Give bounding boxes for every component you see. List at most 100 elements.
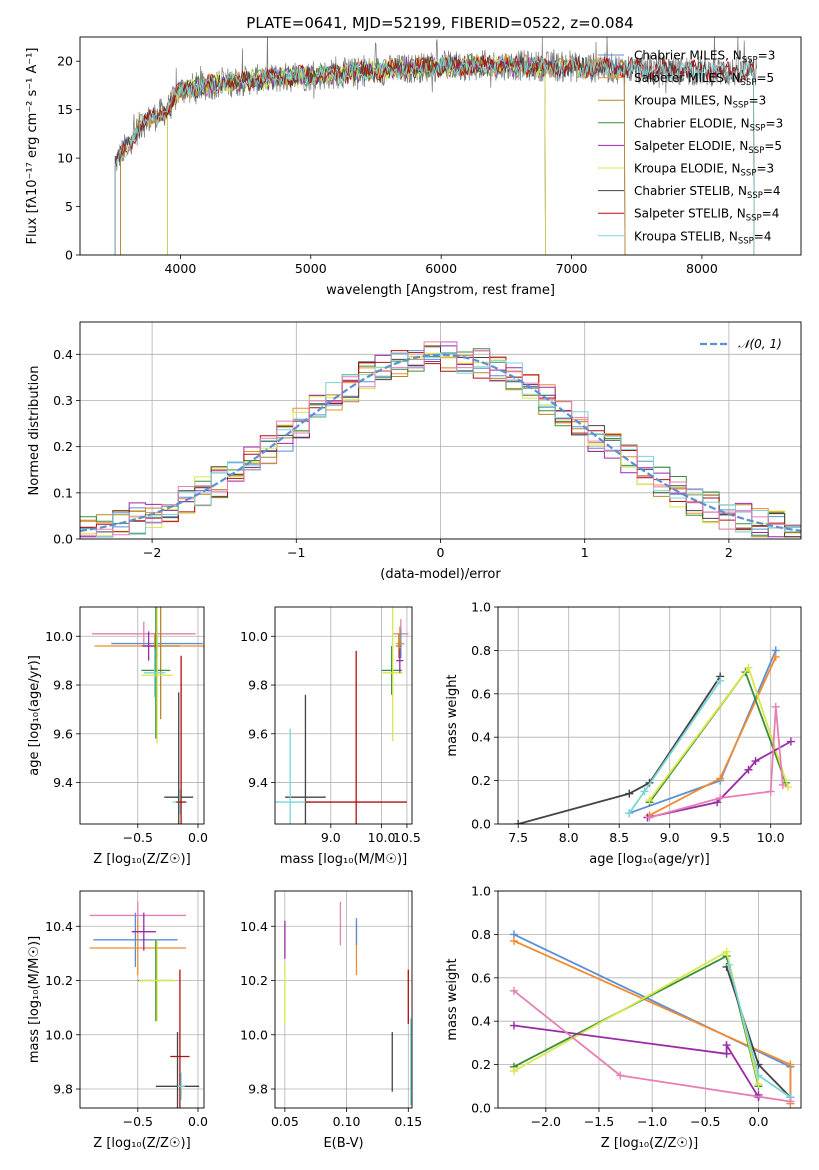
legend-suffix: =3 <box>758 49 776 63</box>
legend-suffix: =3 <box>756 162 774 176</box>
y-tick-label: 0.4 <box>53 347 73 362</box>
legend-subscript: SSP <box>748 146 764 156</box>
y-tick-label: 0.6 <box>471 686 491 701</box>
legend-suffix: =4 <box>763 184 781 198</box>
weight-marker <box>778 780 787 789</box>
weight-marker <box>509 936 518 945</box>
y-tick-label: 10 <box>57 151 73 166</box>
x-tick-label: 7000 <box>556 261 588 276</box>
x-tick-label: 4000 <box>164 261 196 276</box>
plot-area <box>80 341 801 538</box>
axes-frame <box>497 606 802 825</box>
model-spectrum-salpeter_stelib <box>114 54 755 255</box>
legend-suffix: =4 <box>754 229 772 243</box>
y-axis-label: mass weight <box>445 958 460 1040</box>
axes-frame <box>79 36 802 256</box>
y-axis-label: Normed distribution <box>27 366 42 496</box>
y-tick-label: 1.0 <box>471 884 491 899</box>
weight-marker <box>786 1097 795 1106</box>
weight-marker <box>786 737 795 746</box>
weight-line-kroupa_stelib <box>727 964 791 1098</box>
legend-suffix: =3 <box>749 94 767 108</box>
legend-label: Kroupa MILES, NSSP=3 <box>634 94 766 111</box>
legend-label: Chabrier STELIB, NSSP=4 <box>634 184 781 201</box>
x-tick-label: 8000 <box>686 261 718 276</box>
x-tick-label: 8.0 <box>559 830 579 845</box>
weight-marker <box>754 1080 763 1089</box>
y-tick-label: 0.2 <box>53 439 73 454</box>
y-tick-label: 0.1 <box>53 485 73 500</box>
panel-spectrum: 4000 5000 6000 7000 8000 0 5 10 15 20 wavelength [… <box>25 36 802 298</box>
y-tick-label: 0.8 <box>471 643 491 658</box>
axes-frame <box>274 606 413 825</box>
x-axis-label: (data-model)/error <box>380 567 501 582</box>
axes-frame <box>79 606 205 825</box>
legend-suffix: =3 <box>766 116 784 130</box>
y-tick-label: 0.0 <box>53 532 73 547</box>
y-tick-label: 0.8 <box>471 927 491 942</box>
y-tick-label: 0.4 <box>471 1014 491 1029</box>
x-tick-label: −0.5 <box>690 1114 720 1129</box>
weight-marker <box>509 986 518 995</box>
y-tick-label: 20 <box>57 54 73 69</box>
legend-label: Chabrier MILES, NSSP=3 <box>634 49 775 66</box>
legend-label: Kroupa STELIB, NSSP=4 <box>634 229 772 246</box>
y-tick-label: 9.8 <box>53 678 73 693</box>
y-tick-label: 0.6 <box>471 970 491 985</box>
x-axis-label: Z [log₁₀(Z/Z☉)] <box>93 1136 190 1151</box>
plot-area <box>275 607 409 824</box>
weight-marker <box>754 1090 763 1099</box>
x-tick-label: 0.0 <box>188 830 208 845</box>
x-tick-label: 10.0 <box>757 830 785 845</box>
weight-line-kroupa_stelib <box>628 680 721 814</box>
histogram-kroupa_stelib <box>80 352 801 538</box>
weight-marker <box>754 1071 763 1080</box>
x-tick-label: −2.0 <box>531 1114 561 1129</box>
y-axis-label: mass [log₁₀(M/M☉)] <box>27 936 42 1063</box>
y-tick-label: 10.0 <box>45 629 73 644</box>
legend-label: Salpeter STELIB, NSSP=4 <box>634 207 779 224</box>
weight-marker <box>640 787 649 796</box>
y-axis-label: age [log₁₀(age/yr)] <box>27 655 42 776</box>
legend-suffix: =4 <box>762 207 780 221</box>
weight-marker <box>514 820 523 824</box>
legend-subscript: SSP <box>738 236 754 246</box>
y-tick-label: 10.0 <box>45 1027 73 1042</box>
axes-frame <box>274 890 413 1109</box>
weight-marker <box>625 809 634 818</box>
legend-subscript: SSP <box>741 169 757 179</box>
y-tick-label: 0.2 <box>471 773 491 788</box>
y-tick-label: 10.4 <box>240 919 268 934</box>
histogram-chabrier_stelib <box>80 346 801 538</box>
y-tick-label: 5 <box>65 199 73 214</box>
y-tick-label: 9.8 <box>248 678 268 693</box>
weight-marker <box>722 947 731 956</box>
weight-marker <box>722 1049 731 1058</box>
legend-subscript: SSP <box>750 123 766 133</box>
x-axis-label: Z [log₁₀(Z/Z☉)] <box>93 852 190 867</box>
weight-line-chabrier_stelib <box>517 675 721 824</box>
legend-subscript: SSP <box>742 56 758 66</box>
x-axis-label: E(B-V) <box>323 1136 363 1151</box>
x-tick-label: 1 <box>581 545 589 560</box>
legend-label: Chabrier ELODIE, NSSP=3 <box>634 116 783 133</box>
x-tick-label: 9.0 <box>660 830 680 845</box>
panel-mass_vs_Z: −0.5 0.0 9.8 10.0 10.2 10.4 Z [log₁₀(Z/Z☉)] mas… <box>27 890 208 1151</box>
x-tick-label: 0.0 <box>188 1114 208 1129</box>
y-tick-label: 10.0 <box>240 1027 268 1042</box>
y-tick-label: 10.2 <box>45 973 73 988</box>
legend-label: 𝒩(0, 1) <box>738 337 782 351</box>
spectrum-title: PLATE=0641, MJD=52199, FIBERID=0522, z=0… <box>246 14 633 32</box>
y-tick-label: 9.8 <box>53 1082 73 1097</box>
x-tick-label: 10.5 <box>393 830 421 845</box>
plot-area <box>514 646 795 824</box>
weight-marker <box>744 663 753 672</box>
y-tick-label: 0.0 <box>471 817 491 832</box>
weight-marker <box>616 1071 625 1080</box>
legend-subscript: SSP <box>741 78 757 88</box>
y-tick-label: 0.4 <box>471 730 491 745</box>
legend-suffix: =5 <box>764 139 782 153</box>
plot-area <box>92 607 204 824</box>
x-tick-label: −1 <box>287 545 305 560</box>
y-tick-label: 0.0 <box>471 1101 491 1116</box>
